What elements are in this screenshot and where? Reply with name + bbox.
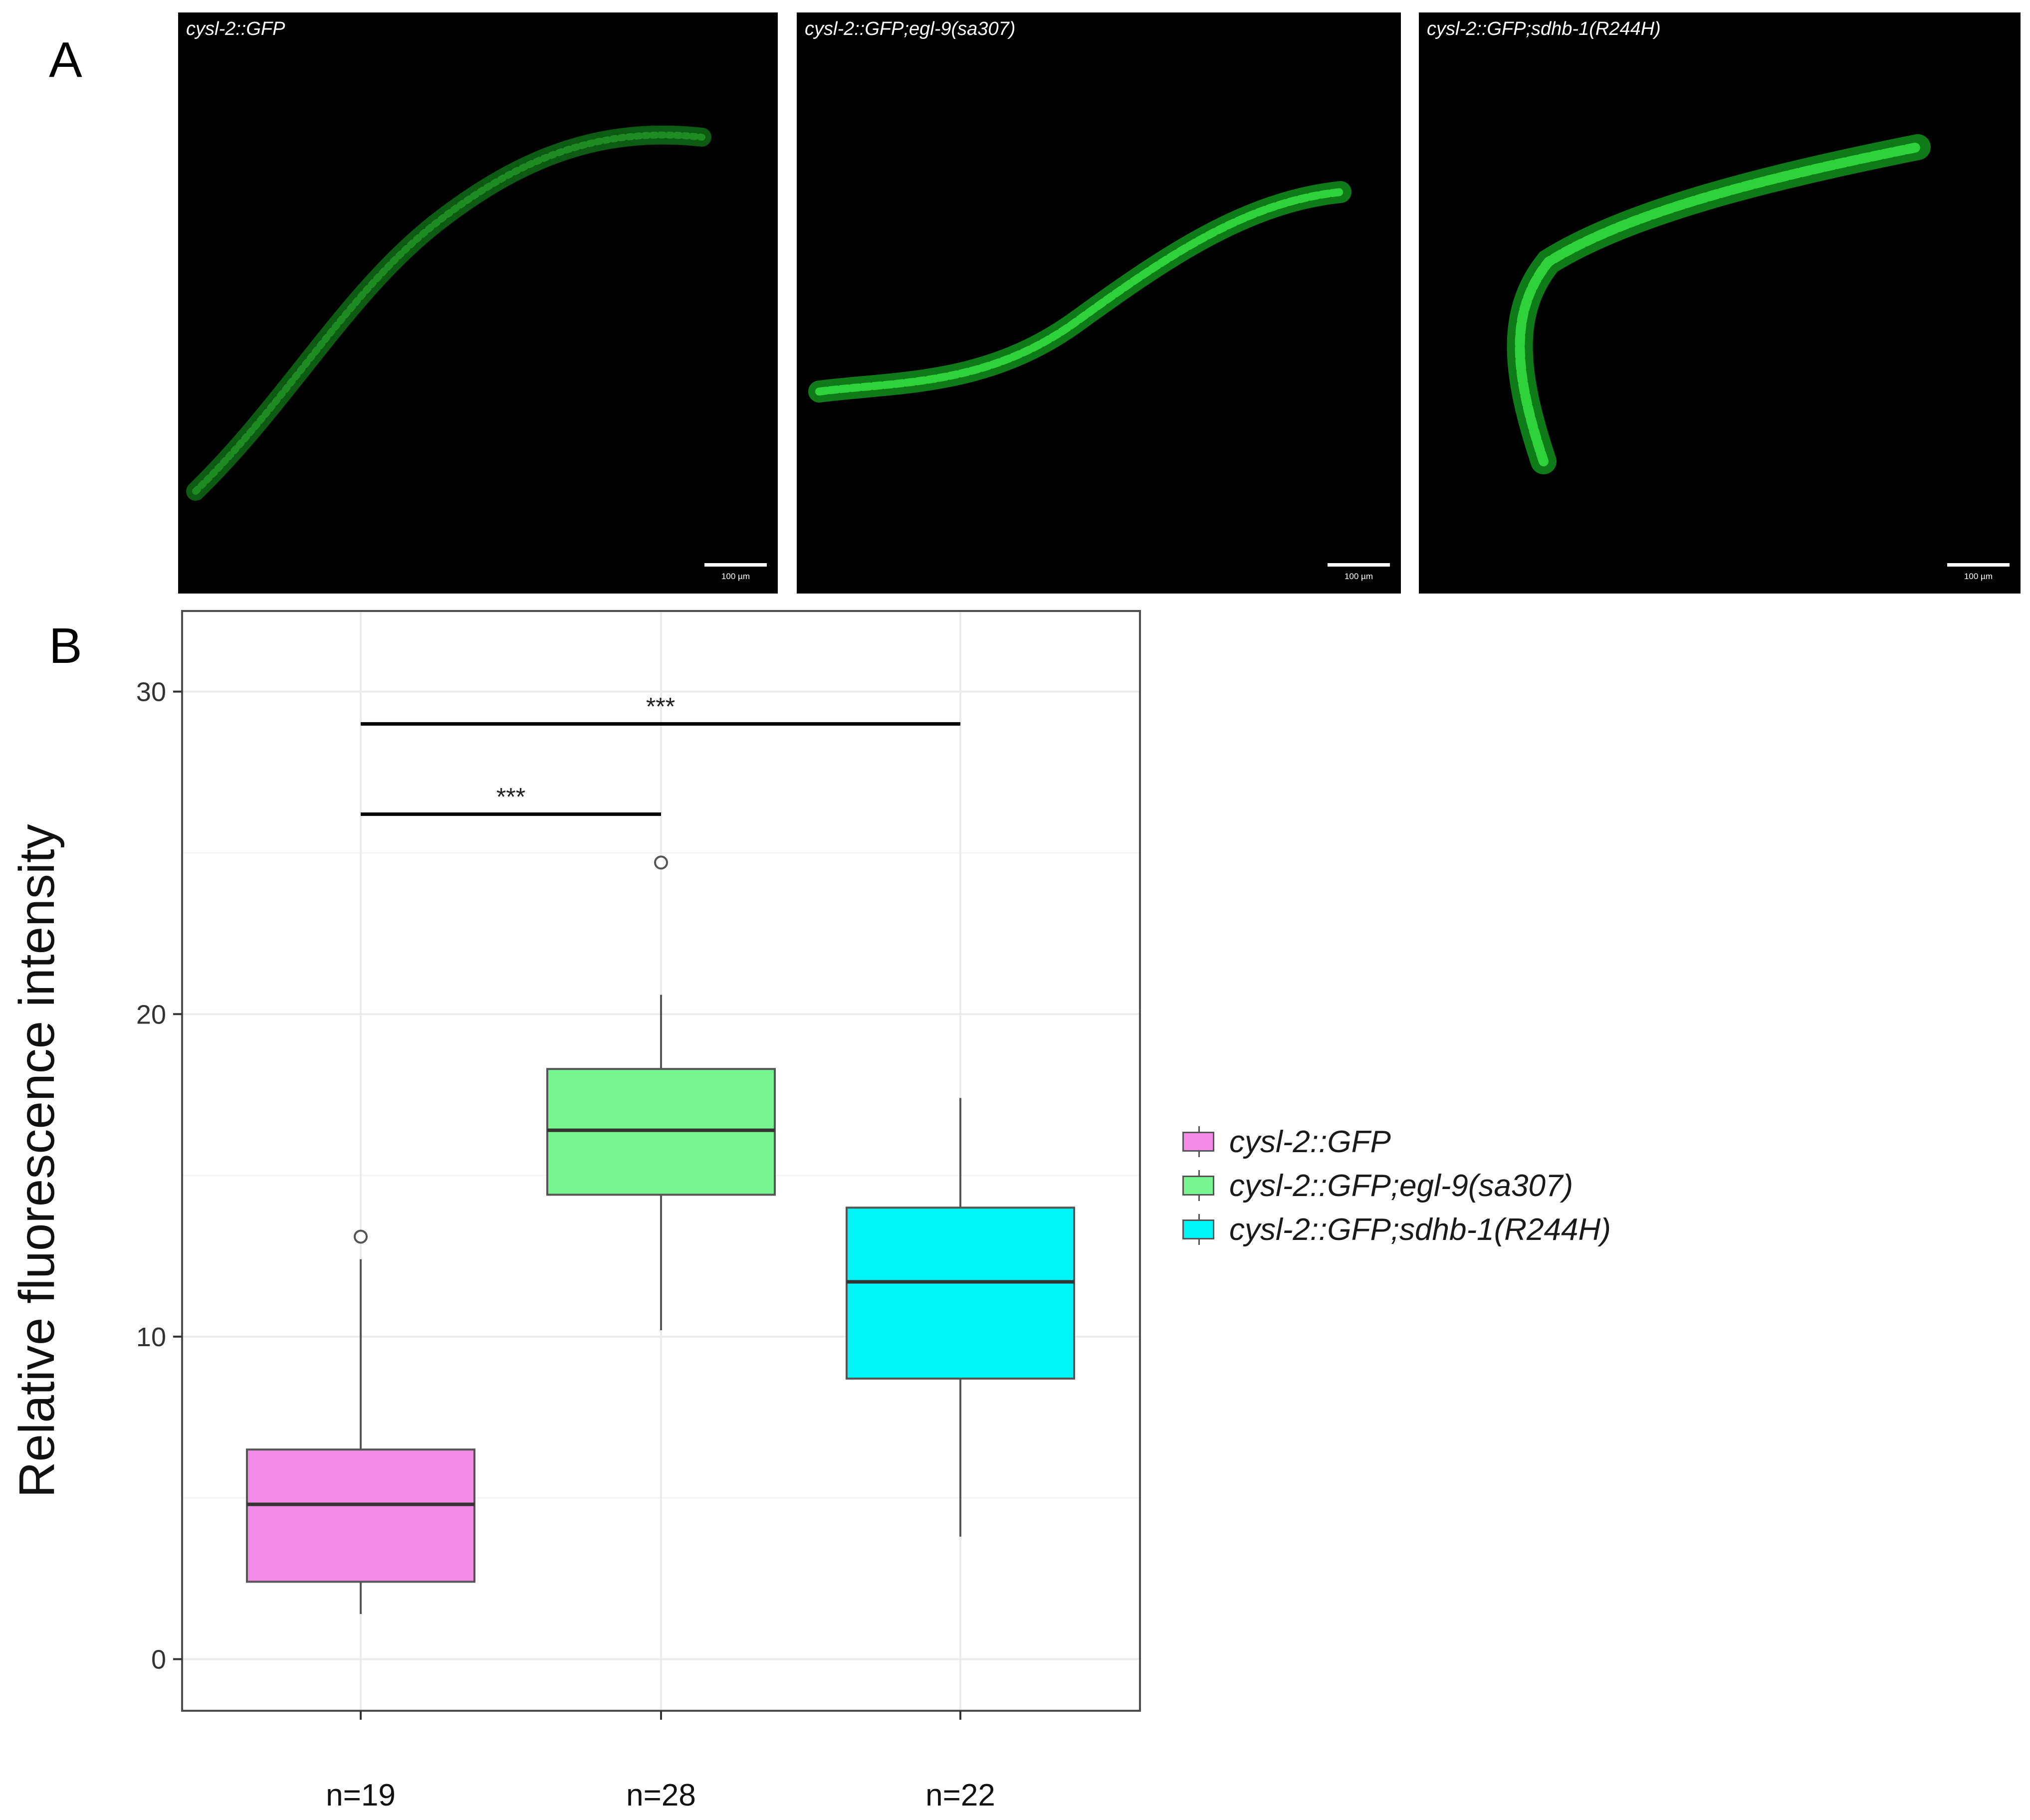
legend-item: cysl-2::GFP;sdhb-1(R244H) bbox=[1182, 1208, 1611, 1251]
legend-swatch bbox=[1182, 1214, 1214, 1245]
worm-image bbox=[186, 125, 711, 501]
legend-label: cysl-2::GFP bbox=[1229, 1124, 1391, 1159]
x-tick-label: n=19 bbox=[326, 1778, 396, 1813]
legend-swatch bbox=[1182, 1126, 1214, 1157]
micrograph-sdhb-1: cysl-2::GFP;sdhb-1(R244H) 100 µm bbox=[1419, 12, 2021, 594]
worm-image bbox=[1507, 134, 1931, 474]
y-axis-title: Relative fluorescence intensity bbox=[9, 824, 65, 1498]
significance-label: *** bbox=[496, 783, 525, 810]
y-tick-label: 0 bbox=[151, 1645, 166, 1675]
box bbox=[246, 1448, 475, 1583]
micrograph-wild-type: cysl-2::GFP 100 µm bbox=[178, 12, 778, 594]
outlier-point bbox=[654, 855, 668, 870]
y-tick-label: 20 bbox=[136, 1000, 166, 1029]
box bbox=[846, 1207, 1075, 1380]
worm-image bbox=[808, 181, 1352, 403]
y-tick-label: 10 bbox=[136, 1322, 166, 1352]
x-tick-label: n=22 bbox=[925, 1778, 995, 1813]
scale-bar: 100 µm bbox=[704, 563, 767, 582]
significance-label: *** bbox=[646, 692, 675, 720]
panel-a-label: A bbox=[49, 32, 82, 88]
legend: cysl-2::GFP cysl-2::GFP;egl-9(sa307) cys… bbox=[1182, 1120, 1611, 1251]
scale-bar-label: 100 µm bbox=[1344, 572, 1373, 581]
micrograph-egl-9: cysl-2::GFP;egl-9(sa307) 100 µm bbox=[797, 12, 1401, 594]
legend-label: cysl-2::GFP;egl-9(sa307) bbox=[1229, 1168, 1574, 1203]
legend-item: cysl-2::GFP;egl-9(sa307) bbox=[1182, 1164, 1611, 1208]
y-tick-label: 30 bbox=[136, 677, 166, 707]
micrograph-caption: cysl-2::GFP;egl-9(sa307) bbox=[805, 18, 1016, 39]
scale-bar: 100 µm bbox=[1947, 563, 2010, 582]
scale-bar-label: 100 µm bbox=[721, 572, 750, 581]
legend-item: cysl-2::GFP bbox=[1182, 1120, 1611, 1164]
micrograph-caption: cysl-2::GFP bbox=[186, 18, 285, 39]
scale-bar: 100 µm bbox=[1328, 563, 1390, 582]
box-plot: *** *** 0 10 20 30 n=19 n=28 n=22 Relative fluore… bbox=[9, 610, 1141, 1813]
outlier-point bbox=[354, 1229, 368, 1244]
x-tick-label: n=28 bbox=[626, 1778, 696, 1813]
micrograph-caption: cysl-2::GFP;sdhb-1(R244H) bbox=[1427, 18, 1661, 39]
legend-swatch bbox=[1182, 1170, 1214, 1201]
scale-bar-label: 100 µm bbox=[1964, 572, 1993, 581]
panel-b-label: B bbox=[49, 618, 82, 674]
legend-label: cysl-2::GFP;sdhb-1(R244H) bbox=[1229, 1212, 1611, 1247]
